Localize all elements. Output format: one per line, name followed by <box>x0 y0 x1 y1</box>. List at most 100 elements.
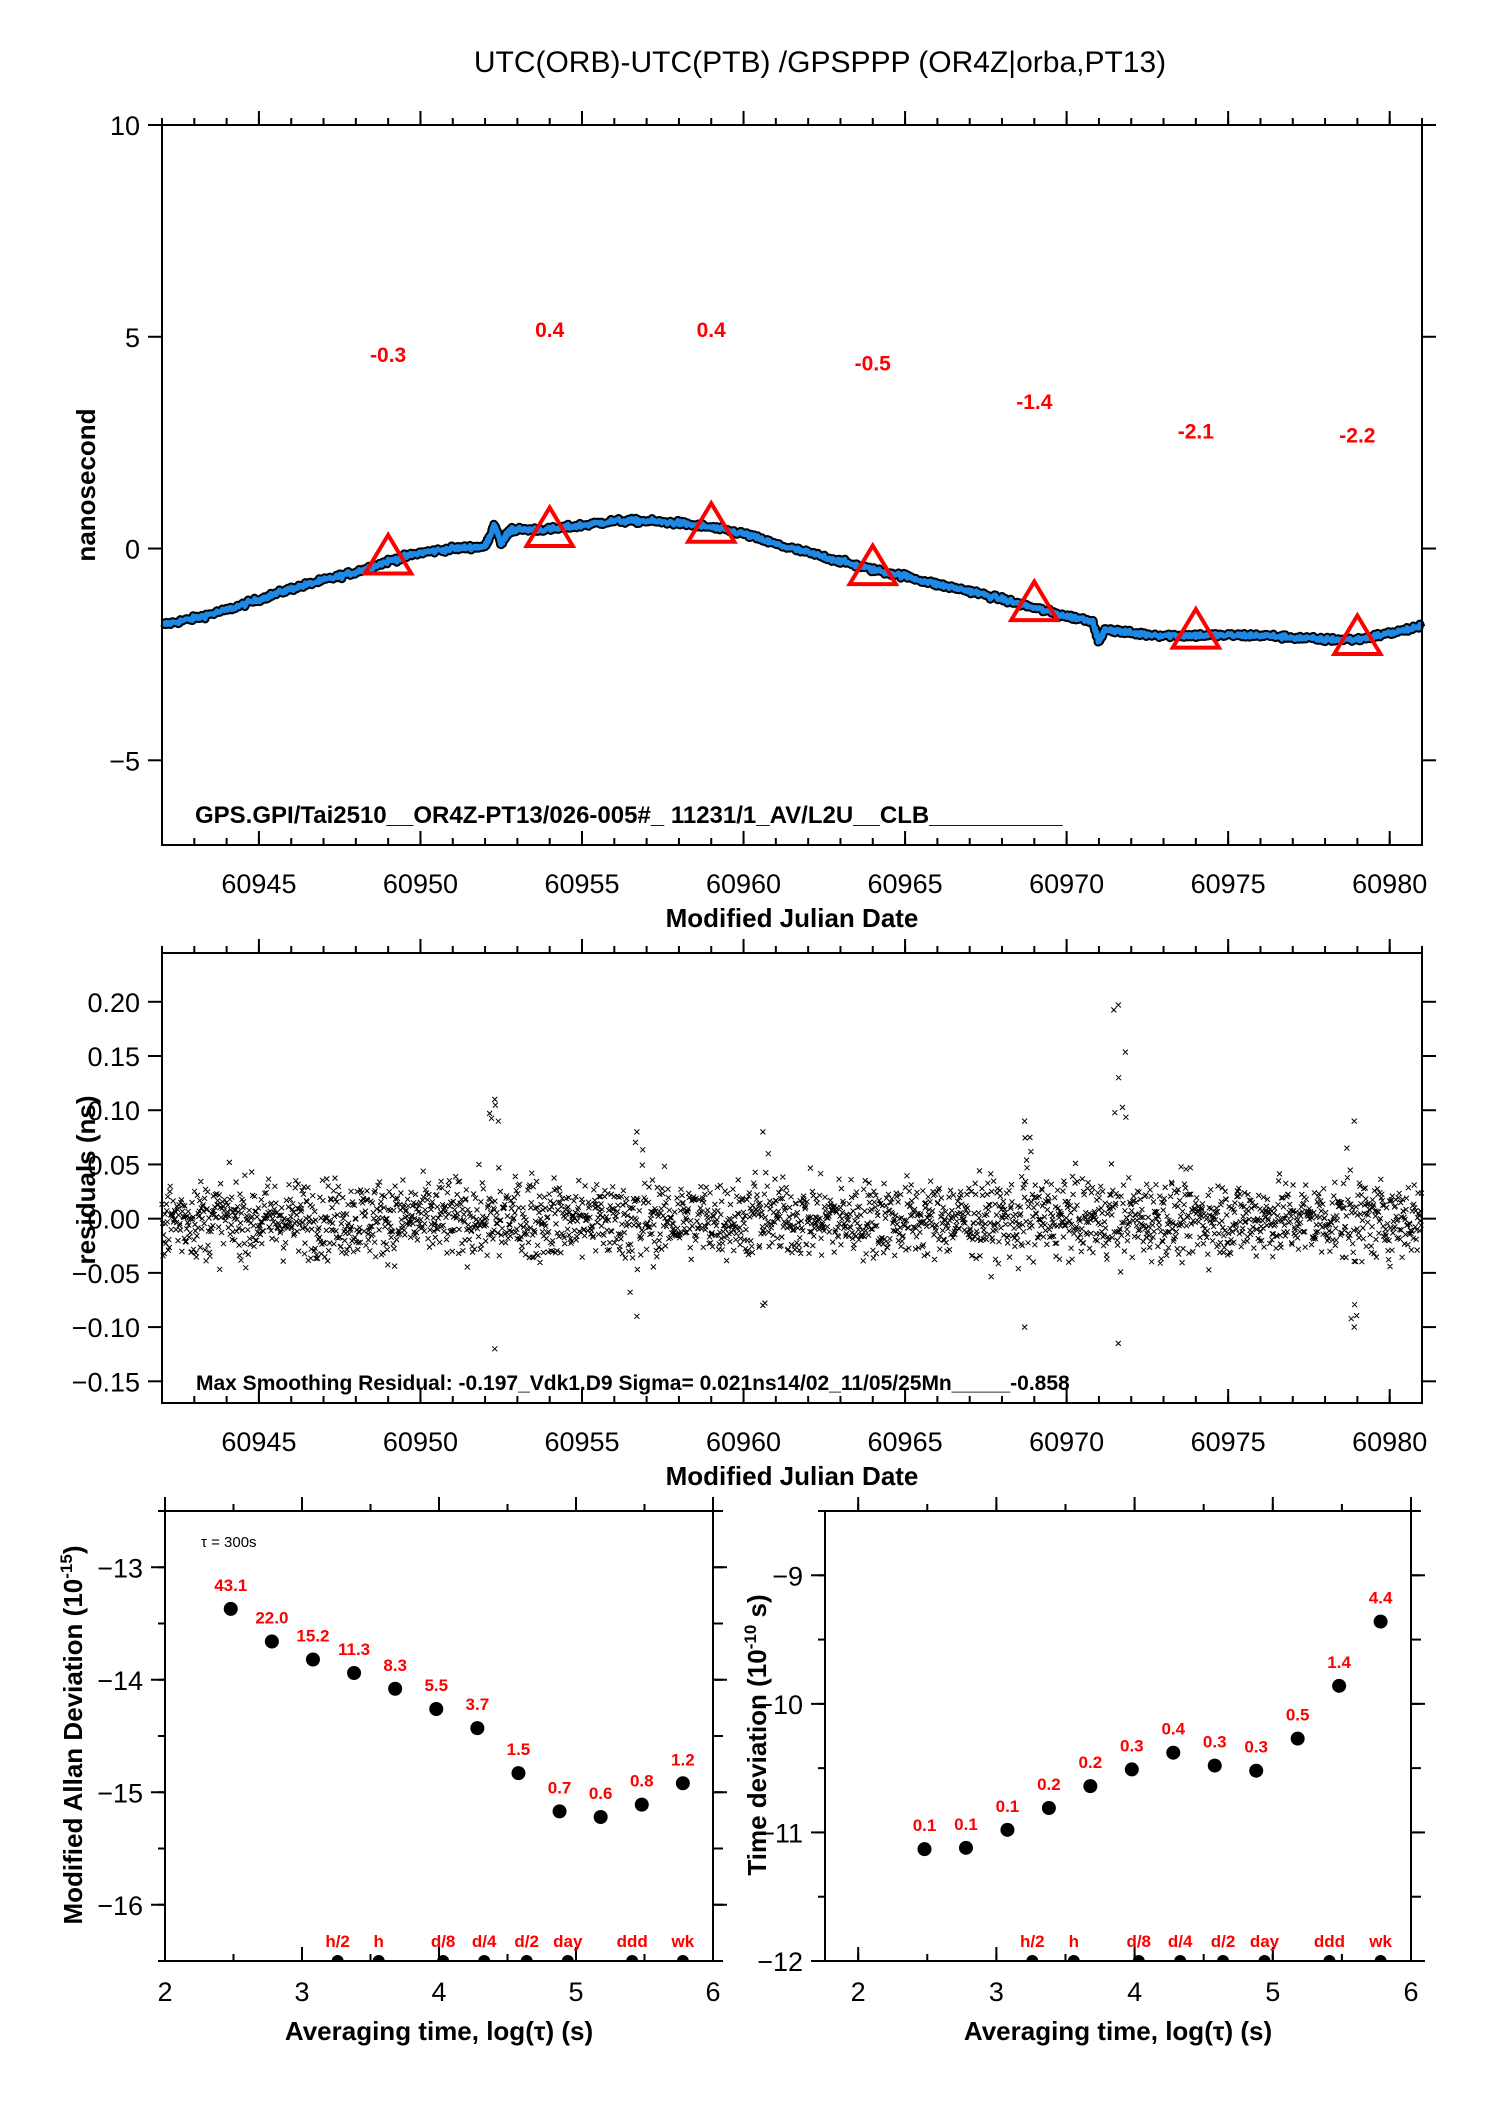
reference-marker <box>1067 1955 1080 1961</box>
reference-marker-label: day <box>553 1932 583 1951</box>
x-axis-title: Modified Julian Date <box>666 1461 919 1491</box>
y-tick-label: −16 <box>97 1891 143 1921</box>
y-tick-label: −5 <box>109 746 140 776</box>
deviation-point <box>470 1721 485 1736</box>
reference-marker-label: ddd <box>617 1932 648 1951</box>
deviation-point-label: 1.4 <box>1327 1653 1351 1672</box>
y-tick-label: −0.15 <box>72 1367 140 1397</box>
y-axis-title-exponent: -15 <box>57 1554 76 1579</box>
triangle-marker <box>1330 611 1385 656</box>
deviation-point-label: 3.7 <box>466 1695 490 1714</box>
deviation-point <box>675 1776 690 1791</box>
deviation-point <box>1000 1822 1015 1837</box>
residual-x-markers <box>159 1002 1425 1352</box>
deviation-point-label: 5.5 <box>424 1676 448 1695</box>
x-tick-label: 60945 <box>221 869 296 899</box>
reference-marker-label: d/8 <box>431 1932 456 1951</box>
y-axis-title-end: s) <box>742 1594 772 1624</box>
y-tick-label: −9 <box>772 1561 803 1591</box>
deviation-point <box>1373 1614 1388 1629</box>
reference-marker <box>478 1955 491 1961</box>
x-tick-label: 4 <box>431 1977 446 2007</box>
marker-label: -1.4 <box>1016 391 1053 414</box>
x-tick-label: 60960 <box>706 1427 781 1457</box>
series-line <box>160 515 1424 645</box>
time-series-line <box>158 513 1426 647</box>
deviation-point-label: 11.3 <box>338 1640 370 1659</box>
triangle-marker <box>1169 605 1223 650</box>
deviation-point-label: 22.0 <box>255 1609 288 1628</box>
y-tick-label: 0.10 <box>87 1096 140 1126</box>
y-tick-label: 10 <box>110 111 140 141</box>
x-tick-label: 60960 <box>706 869 781 899</box>
reference-marker <box>676 1955 689 1961</box>
y-tick-label: −13 <box>97 1553 143 1583</box>
y-axis-title-end: ) <box>58 1546 88 1555</box>
y-tick-label: −11 <box>759 1818 803 1848</box>
y-tick-label: 5 <box>125 323 140 353</box>
reference-marker-label: wk <box>671 1932 695 1951</box>
reference-marker-label: h/2 <box>1020 1932 1045 1951</box>
y-axis-title-main: Modified Allan Deviation (10 <box>58 1579 88 1925</box>
x-tick-label: 2 <box>851 1977 866 2007</box>
y-tick-label: 0 <box>125 535 140 565</box>
deviation-point <box>917 1842 932 1857</box>
reference-marker <box>1217 1955 1230 1961</box>
y-tick-label: −10 <box>757 1690 803 1720</box>
deviation-point <box>1207 1758 1222 1773</box>
deviation-point <box>264 1634 279 1649</box>
x-tick-label: 60980 <box>1352 869 1427 899</box>
reference-marker-label: d/4 <box>472 1932 497 1951</box>
deviation-point <box>1083 1779 1098 1794</box>
x-tick-label: 3 <box>294 1977 309 2007</box>
deviation-point <box>305 1652 320 1667</box>
reference-markers: h/2 h d/8 d/4 d/2 day ddd wk <box>325 1932 695 1961</box>
reference-marker-label: h <box>374 1932 384 1951</box>
reference-markers: h/2 h d/8 d/4 d/2 day ddd wk <box>1020 1932 1392 1961</box>
x-tick-label: 60970 <box>1029 869 1104 899</box>
deviation-point-label: 15.2 <box>296 1627 329 1646</box>
marker-labels: -0.3 0.4 0.4 -0.5 -1.4 -2.1 -2.2 <box>370 319 1375 448</box>
deviation-point-label: 0.7 <box>548 1778 572 1797</box>
reference-marker <box>1258 1955 1271 1961</box>
deviation-point <box>1290 1731 1305 1746</box>
x-tick-label: 5 <box>1265 1977 1280 2007</box>
x-tick-label: 60975 <box>1191 869 1266 899</box>
triangle-marker <box>1007 577 1061 623</box>
deviation-point <box>552 1804 567 1819</box>
y-axis-title-main: Time deviation (10 <box>742 1649 772 1875</box>
reference-marker-label: ddd <box>1314 1932 1345 1951</box>
annotation: GPS.GPI/Tai2510__OR4Z-PT13/026-005#_ 112… <box>195 802 1063 829</box>
deviation-point-label: 0.2 <box>1037 1775 1061 1794</box>
triangle-marker <box>846 541 900 587</box>
axis-ticks: 2 3 4 5 6 −12 −11 −10 −9 <box>757 1497 1425 2007</box>
reference-marker-label: d/8 <box>1126 1932 1151 1951</box>
mdev-panel: 2 3 4 5 6 −16 −15 −14 −13 43.1 22.0 15.2 11.3 8.3 5.5… <box>57 1497 727 2046</box>
deviation-point-label: 0.3 <box>1120 1736 1144 1755</box>
deviation-point <box>1041 1801 1056 1815</box>
x-tick-label: 2 <box>157 1977 172 2007</box>
reference-marker-label: h/2 <box>325 1932 350 1951</box>
marker-label: 0.4 <box>697 319 727 342</box>
y-tick-label: −15 <box>97 1778 143 1808</box>
x-tick-label: 60980 <box>1352 1427 1427 1457</box>
y-axis-title: nanosecond <box>71 408 101 561</box>
reference-marker <box>1026 1955 1039 1961</box>
reference-marker <box>626 1955 639 1961</box>
reference-marker <box>372 1955 385 1961</box>
y-axis-title: Modified Allan Deviation (10-15) <box>57 1546 88 1925</box>
reference-marker <box>331 1955 344 1961</box>
plot-frame <box>161 952 1423 1404</box>
reference-marker <box>1174 1955 1187 1961</box>
plot-frame <box>161 124 1423 846</box>
deviation-point <box>593 1810 608 1824</box>
deviation-point <box>511 1766 526 1781</box>
tdev-points: 0.1 0.1 0.1 0.2 0.2 0.3 0.4 0.3 0.3 0.5 1.4 4.4 <box>913 1589 1393 1857</box>
reference-marker <box>520 1955 533 1961</box>
y-tick-label: −0.10 <box>72 1313 140 1343</box>
triangle-marker <box>361 531 415 576</box>
y-tick-label: −14 <box>97 1666 143 1696</box>
x-tick-label: 60945 <box>221 1427 296 1457</box>
x-tick-label: 5 <box>568 1977 583 2007</box>
deviation-point-label: 0.1 <box>954 1815 978 1834</box>
